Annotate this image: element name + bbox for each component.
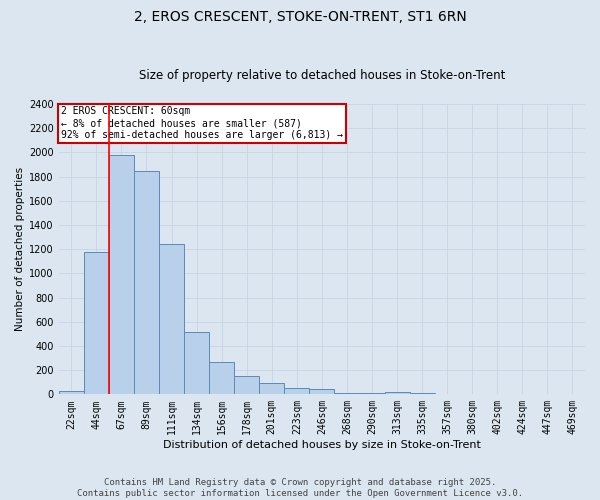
Text: 2, EROS CRESCENT, STOKE-ON-TRENT, ST1 6RN: 2, EROS CRESCENT, STOKE-ON-TRENT, ST1 6R… xyxy=(134,10,466,24)
Bar xyxy=(410,393,434,394)
Bar xyxy=(134,170,159,394)
Bar xyxy=(359,392,385,394)
Bar xyxy=(84,252,109,394)
Bar xyxy=(334,392,359,394)
Bar xyxy=(259,384,284,394)
Title: Size of property relative to detached houses in Stoke-on-Trent: Size of property relative to detached ho… xyxy=(139,69,505,82)
Bar xyxy=(59,392,84,394)
Bar xyxy=(234,376,259,394)
Bar xyxy=(209,362,234,394)
Bar xyxy=(385,392,410,394)
Bar xyxy=(109,156,134,394)
Bar xyxy=(184,332,209,394)
Bar xyxy=(159,244,184,394)
Bar xyxy=(284,388,310,394)
Y-axis label: Number of detached properties: Number of detached properties xyxy=(15,167,25,331)
Bar xyxy=(310,390,334,394)
X-axis label: Distribution of detached houses by size in Stoke-on-Trent: Distribution of detached houses by size … xyxy=(163,440,481,450)
Text: Contains HM Land Registry data © Crown copyright and database right 2025.
Contai: Contains HM Land Registry data © Crown c… xyxy=(77,478,523,498)
Text: 2 EROS CRESCENT: 60sqm
← 8% of detached houses are smaller (587)
92% of semi-det: 2 EROS CRESCENT: 60sqm ← 8% of detached … xyxy=(61,106,343,140)
